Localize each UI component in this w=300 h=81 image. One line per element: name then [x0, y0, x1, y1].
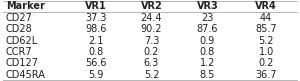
Text: 24.4: 24.4: [141, 13, 162, 23]
Text: 0.2: 0.2: [144, 47, 159, 57]
Text: 7.3: 7.3: [144, 35, 159, 46]
Text: 0.8: 0.8: [200, 47, 215, 57]
Text: 8.5: 8.5: [200, 69, 215, 80]
Text: CCR7: CCR7: [6, 47, 33, 57]
Text: 90.2: 90.2: [141, 24, 162, 34]
Text: 5.2: 5.2: [258, 35, 274, 46]
Text: 36.7: 36.7: [255, 69, 277, 80]
Text: VR3: VR3: [196, 1, 218, 12]
Text: VR1: VR1: [85, 1, 106, 12]
Text: 1.2: 1.2: [200, 58, 215, 68]
Text: CD27: CD27: [6, 13, 33, 23]
Text: CD127: CD127: [6, 58, 39, 68]
Text: Marker: Marker: [6, 1, 45, 12]
Text: 98.6: 98.6: [85, 24, 106, 34]
Text: 44: 44: [260, 13, 272, 23]
Text: 0.2: 0.2: [258, 58, 274, 68]
Text: 6.3: 6.3: [144, 58, 159, 68]
Text: 0.8: 0.8: [88, 47, 103, 57]
Text: CD62L: CD62L: [6, 35, 38, 46]
Text: VR4: VR4: [255, 1, 277, 12]
Text: 0.9: 0.9: [200, 35, 215, 46]
Text: 87.6: 87.6: [196, 24, 218, 34]
Text: 56.6: 56.6: [85, 58, 106, 68]
Text: 85.7: 85.7: [255, 24, 277, 34]
Text: CD28: CD28: [6, 24, 33, 34]
Text: 5.2: 5.2: [144, 69, 159, 80]
Text: 5.9: 5.9: [88, 69, 103, 80]
Text: 1.0: 1.0: [259, 47, 274, 57]
Text: CD45RA: CD45RA: [6, 69, 46, 80]
Text: 37.3: 37.3: [85, 13, 106, 23]
Text: VR2: VR2: [141, 1, 162, 12]
Text: 23: 23: [201, 13, 214, 23]
Text: 2.1: 2.1: [88, 35, 103, 46]
